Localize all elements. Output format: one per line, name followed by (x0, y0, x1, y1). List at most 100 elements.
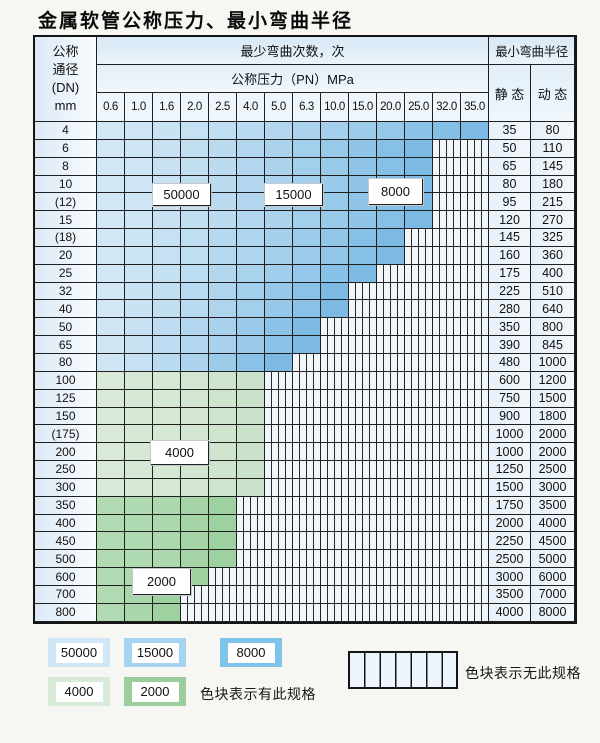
availability-cell (153, 211, 181, 230)
availability-cell (405, 139, 433, 158)
availability-cell (181, 246, 209, 265)
availability-cell (405, 246, 433, 265)
pressure-column-header: 1.0 (125, 93, 153, 122)
availability-cell (293, 514, 321, 533)
availability-cell (181, 282, 209, 301)
dn-row-label: 6 (35, 139, 97, 158)
availability-cell (321, 496, 349, 515)
availability-cell (405, 282, 433, 301)
availability-cell (405, 568, 433, 586)
pressure-header-cell: 公称压力（PN）MPa (97, 65, 489, 93)
availability-cell (461, 496, 489, 515)
availability-cell (321, 603, 349, 622)
availability-cell (265, 389, 293, 408)
availability-cell (405, 157, 433, 176)
availability-cell (433, 425, 461, 444)
availability-cell (265, 318, 293, 337)
availability-cell (209, 193, 237, 212)
dn-header-line: (DN) (51, 80, 80, 95)
availability-cell (461, 211, 489, 230)
availability-cell (405, 318, 433, 337)
availability-cell (377, 336, 405, 354)
availability-cell (153, 532, 181, 551)
availability-cell (265, 122, 293, 140)
legend-hatch-box (348, 651, 458, 689)
availability-cell (265, 157, 293, 176)
static-value-cell: 4000 (489, 603, 531, 622)
availability-cell (237, 443, 265, 462)
availability-cell (265, 300, 293, 319)
dn-row-label: (175) (35, 425, 97, 444)
availability-cell (97, 318, 125, 337)
availability-cell (433, 122, 461, 140)
availability-cell (293, 300, 321, 319)
availability-cell (405, 229, 433, 247)
availability-cell (349, 282, 377, 301)
availability-cell (209, 603, 237, 622)
static-value-cell: 95 (489, 193, 531, 212)
availability-cell (321, 211, 349, 230)
pressure-column-header: 5.0 (265, 93, 293, 122)
pressure-column-header: 6.3 (293, 93, 321, 122)
availability-cell (433, 389, 461, 408)
availability-cell (237, 211, 265, 230)
cycle-region-label: 8000 (369, 179, 423, 205)
availability-cell (181, 264, 209, 283)
availability-cell (97, 246, 125, 265)
availability-cell (209, 532, 237, 551)
availability-cell (265, 461, 293, 479)
availability-cell (433, 478, 461, 497)
availability-cell (153, 318, 181, 337)
availability-cell (265, 371, 293, 390)
availability-cell (433, 282, 461, 301)
availability-cell (209, 478, 237, 497)
availability-cell (125, 211, 153, 230)
dynamic-value-cell: 360 (531, 246, 575, 265)
availability-cell (349, 353, 377, 372)
availability-cell (349, 389, 377, 408)
dn-header-line: 公称 (52, 44, 79, 59)
availability-cell (293, 532, 321, 551)
availability-cell (377, 603, 405, 622)
availability-cell (153, 461, 181, 479)
availability-cell (97, 389, 125, 408)
availability-cell (237, 568, 265, 586)
availability-cell (405, 389, 433, 408)
pressure-column-header: 2.5 (209, 93, 237, 122)
availability-cell (321, 264, 349, 283)
radius-header-cell: 最小弯曲半径 (489, 37, 575, 65)
legend-note-unavailable: 色块表示无此规格 (465, 665, 581, 681)
availability-cell (321, 585, 349, 604)
availability-cell (349, 532, 377, 551)
availability-cell (321, 478, 349, 497)
availability-cell (349, 336, 377, 354)
dn-row-label: 10 (35, 175, 97, 194)
availability-cell (97, 175, 125, 194)
availability-cell (97, 157, 125, 176)
availability-cell (237, 353, 265, 372)
availability-cell (125, 407, 153, 426)
availability-cell (461, 193, 489, 212)
availability-cell (349, 496, 377, 515)
availability-cell (433, 229, 461, 247)
availability-cell (461, 175, 489, 194)
availability-cell (461, 461, 489, 479)
availability-cell (237, 407, 265, 426)
availability-cell (237, 425, 265, 444)
static-value-cell: 65 (489, 157, 531, 176)
availability-cell (237, 139, 265, 158)
availability-cell (209, 550, 237, 569)
cycle-region-label: 4000 (151, 441, 209, 465)
legend-note-available: 色块表示有此规格 (200, 686, 316, 702)
availability-cell (125, 496, 153, 515)
dynamic-value-cell: 1800 (531, 407, 575, 426)
static-value-cell: 1500 (489, 478, 531, 497)
availability-cell (433, 336, 461, 354)
dn-row-label: 125 (35, 389, 97, 408)
dynamic-value-cell: 845 (531, 336, 575, 354)
availability-cell (265, 246, 293, 265)
dynamic-value-cell: 215 (531, 193, 575, 212)
availability-cell (349, 264, 377, 283)
availability-cell (125, 550, 153, 569)
dynamic-value-cell: 145 (531, 157, 575, 176)
